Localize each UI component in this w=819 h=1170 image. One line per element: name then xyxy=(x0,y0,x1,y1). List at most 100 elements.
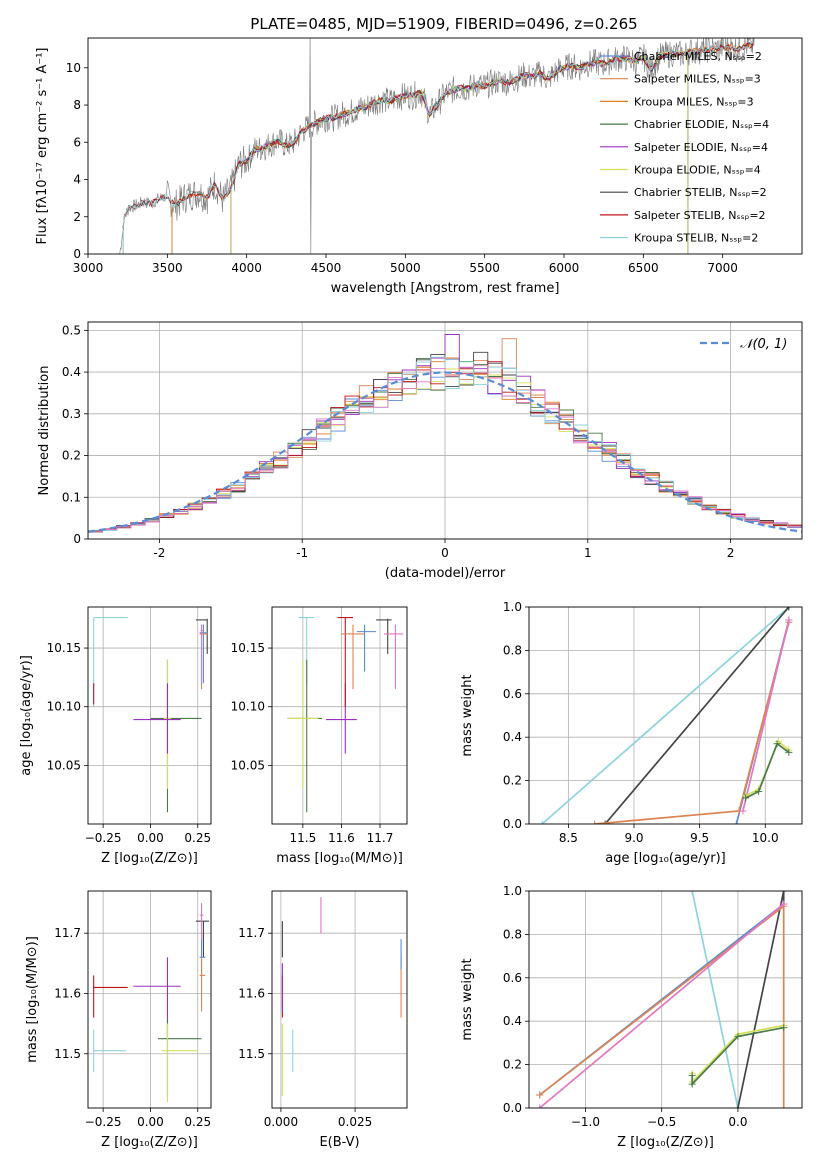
residuals-xlabel: (data-model)/error xyxy=(385,566,506,581)
weight_vs_age-series-line xyxy=(594,621,790,824)
weight_vs_Z-series-line xyxy=(691,891,739,1108)
spectrum-ytick-label: 8 xyxy=(73,98,81,112)
age_vs_Z-xtick-label: −0.25 xyxy=(85,831,122,845)
age_vs_mass-frame xyxy=(271,606,408,825)
age_vs_Z-xtick-label: 0.25 xyxy=(184,831,211,845)
mass_vs_Z-xtick-label: 0.00 xyxy=(137,1115,164,1129)
spectrum-ytick-label: 4 xyxy=(73,173,81,187)
mass_vs_Z-ytick-label: 11.7 xyxy=(54,926,81,940)
residuals-plot-area xyxy=(88,322,802,539)
weight_vs_Z-xtick-label: −0.5 xyxy=(647,1115,676,1129)
age_vs_mass-xtick-label: 11.6 xyxy=(328,831,355,845)
weight_vs_age-ytick-label: 0.8 xyxy=(503,643,522,657)
spectrum-ytick-label: 2 xyxy=(73,210,81,224)
legend-label: Salpeter ELODIE, Nₛₛₚ=4 xyxy=(634,141,768,154)
weight_vs_age-xtick-label: 10.0 xyxy=(752,831,779,845)
mass_vs_Z-ytick-label: 11.5 xyxy=(54,1047,81,1061)
residuals-xtick-label: 0 xyxy=(441,546,449,560)
spectrum-xtick-label: 7000 xyxy=(707,261,738,275)
mass_vs_ebv-plot-area xyxy=(272,891,407,1108)
age_vs_Z-xtick-label: 0.00 xyxy=(137,831,164,845)
age_vs_Z-ylabel: age [log₁₀(age/yr)] xyxy=(19,655,34,776)
weight_vs_Z-ytick-label: 1.0 xyxy=(503,884,522,898)
weight_vs_age-ytick-label: 0.2 xyxy=(503,774,522,788)
residuals-ytick-label: 0.4 xyxy=(62,365,81,379)
weight_vs_age-ytick-label: 0.0 xyxy=(503,817,522,831)
residuals-xtick-label: 2 xyxy=(727,546,735,560)
spectrum-xtick-label: 5500 xyxy=(469,261,500,275)
spectrum-model-line-salpeter-stelib xyxy=(122,42,754,254)
weight_vs_age-frame xyxy=(528,606,803,825)
age_vs_mass-xtick-label: 11.7 xyxy=(367,831,394,845)
spectrum-model-line-kroupa-stelib xyxy=(122,42,754,254)
legend-label: Chabrier STELIB, Nₛₛₚ=2 xyxy=(634,186,767,199)
residuals-frame xyxy=(87,321,803,540)
residuals-ytick-label: 0 xyxy=(73,532,81,546)
weight_vs_age-plot-area xyxy=(529,607,802,824)
spectrum-xtick-label: 6000 xyxy=(549,261,580,275)
spectrum-ytick-label: 0 xyxy=(73,247,81,261)
normal-distribution-curve xyxy=(88,371,802,533)
weight_vs_age-ylabel: mass weight xyxy=(460,674,475,756)
weight_vs_Z-xlabel: Z [log₁₀(Z/Z⊙)] xyxy=(617,1135,714,1150)
weight_vs_Z-xtick-label: −1.0 xyxy=(571,1115,600,1129)
mass_vs_Z-plot-area xyxy=(88,891,211,1108)
residuals-ytick-label: 0.3 xyxy=(62,407,81,421)
residuals-xtick-label: -2 xyxy=(153,546,165,560)
weight_vs_Z-xtick-label: 0.0 xyxy=(728,1115,747,1129)
residuals-ylabel: Normed distribution xyxy=(37,366,52,496)
age_vs_Z-xlabel: Z [log₁₀(Z/Z⊙)] xyxy=(101,851,198,866)
spectrum-legend: Chabrier MILES, Nₛₛₚ=2 Salpeter MILES, Nₛ… xyxy=(600,50,769,245)
mass_vs_ebv-xtick-label: 0.025 xyxy=(338,1115,372,1129)
mass_vs_Z-panel: −0.25 0.00 0.25 11.5 11.6 11.7 Z [log₁₀(Z/Z⊙)]… xyxy=(25,890,212,1150)
weight_vs_Z-ytick-label: 0.6 xyxy=(503,971,522,985)
residuals-ytick-label: 0.1 xyxy=(62,490,81,504)
mass_vs_ebv-ytick-label: 11.6 xyxy=(238,986,265,1000)
weight_vs_Z-series-line xyxy=(691,1026,784,1087)
mass_vs_ebv-panel: 0.000 0.025 11.5 11.6 11.7 E(B-V) xyxy=(238,890,408,1150)
legend-label: Kroupa MILES, Nₛₛₚ=3 xyxy=(634,95,754,108)
mass_vs_Z-ytick-label: 11.6 xyxy=(54,986,81,1000)
weight_vs_age-series-line xyxy=(742,619,790,812)
spectrum-ylabel: Flux [fλ10⁻¹⁷ erg cm⁻² s⁻¹ A⁻¹] xyxy=(35,48,50,245)
weight_vs_age-series-line xyxy=(541,607,790,824)
mass_vs_ebv-ytick-label: 11.5 xyxy=(238,1047,265,1061)
spectrum-ytick-label: 10 xyxy=(66,61,81,75)
weight_vs_Z-series-line xyxy=(737,891,785,1108)
weight_vs_Z-ytick-label: 0.0 xyxy=(503,1101,522,1115)
spectrum-model-line-salpeter-elodie xyxy=(230,51,689,254)
weight_vs_age-ytick-label: 0.6 xyxy=(503,687,522,701)
figure-title: PLATE=0485, MJD=51909, FIBERID=0496, z=0… xyxy=(250,15,637,33)
age_vs_Z-panel: −0.25 0.00 0.25 10.05 10.10 10.15 Z [log₁₀(Z/Z… xyxy=(19,606,212,866)
spectrum-xtick-label: 4000 xyxy=(231,261,262,275)
age_vs_mass-ytick-label: 10.10 xyxy=(231,700,265,714)
weight_vs_age-series-line xyxy=(604,607,790,824)
legend-label: Chabrier MILES, Nₛₛₚ=2 xyxy=(634,50,762,63)
age_vs_mass-xtick-label: 11.5 xyxy=(289,831,316,845)
residuals-ytick-label: 0.5 xyxy=(62,323,81,337)
spectrum-plot-area xyxy=(119,38,755,254)
residuals-xtick-label: 1 xyxy=(584,546,592,560)
spectrum-xtick-label: 6500 xyxy=(628,261,659,275)
age_vs_mass-panel: 11.5 11.6 11.7 10.05 10.10 10.15 mass [log₁₀(M… xyxy=(231,606,408,866)
weight_vs_age-ytick-label: 0.4 xyxy=(503,730,522,744)
weight_vs_age-xlabel: age [log₁₀(age/yr)] xyxy=(605,851,726,866)
mass_vs_Z-ylabel: mass [log₁₀(M/M⊙)] xyxy=(25,936,40,1063)
spectrum-ytick-label: 6 xyxy=(73,135,81,149)
legend-label: Salpeter MILES, Nₛₛₚ=3 xyxy=(634,73,761,86)
age_vs_Z-frame xyxy=(87,606,212,825)
mass_vs_ebv-xtick-label: 0.000 xyxy=(264,1115,298,1129)
age_vs_mass-plot-area xyxy=(272,607,407,824)
age_vs_mass-ytick-label: 10.15 xyxy=(231,641,265,655)
residuals-legend: 𝒩(0, 1) xyxy=(700,337,787,352)
spectrum-xtick-label: 3000 xyxy=(73,261,104,275)
legend-label: Salpeter STELIB, Nₛₛₚ=2 xyxy=(634,209,766,222)
weight_vs_Z-plot-area xyxy=(529,891,802,1108)
age_vs_Z-ytick-label: 10.10 xyxy=(47,700,81,714)
spectrum-panel: 3000 3500 4000 4500 5000 5500 6000 6500 7000 0 2 4 6… xyxy=(35,37,803,296)
weight_vs_Z-ytick-label: 0.8 xyxy=(503,927,522,941)
mass_vs_ebv-ytick-label: 11.7 xyxy=(238,926,265,940)
spectrum-xtick-label: 3500 xyxy=(152,261,183,275)
weight_vs_Z-ytick-label: 0.4 xyxy=(503,1014,522,1028)
